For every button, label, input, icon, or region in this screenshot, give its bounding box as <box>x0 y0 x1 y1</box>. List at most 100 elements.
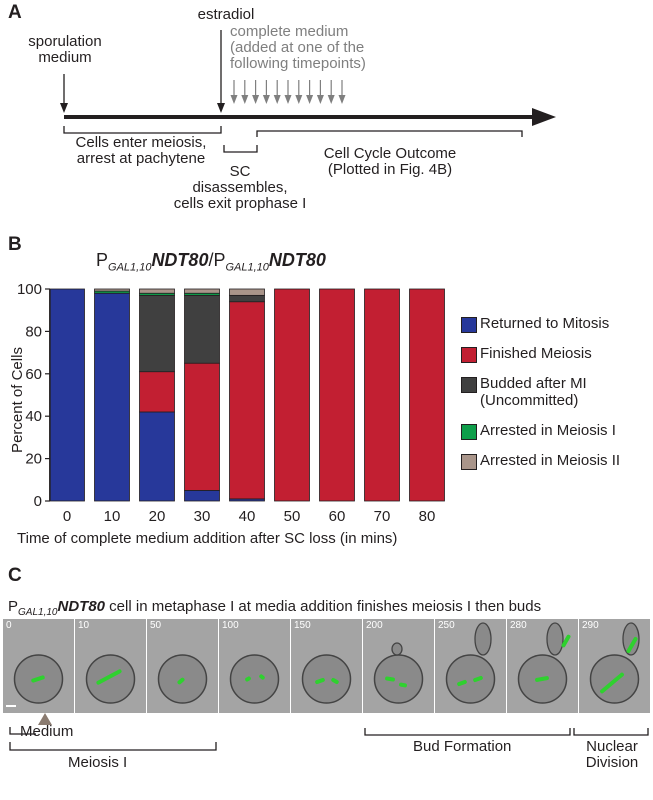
x-tick-label: 0 <box>63 508 71 525</box>
x-tick-label: 10 <box>104 508 121 525</box>
x-axis-label: Time of complete medium addition after S… <box>17 530 397 547</box>
spindle-signal <box>177 677 185 685</box>
sporulation-label: sporulation medium <box>28 33 102 66</box>
spindle-signal <box>331 678 339 684</box>
y-tick-label: 80 <box>25 323 42 340</box>
bar-segment-20-budded <box>139 294 175 373</box>
bar-segment-20-arrested <box>139 288 175 294</box>
x-tick-label: 20 <box>149 508 166 525</box>
microscopy-frame: 290 <box>579 619 650 713</box>
bar-segment-80-finished <box>409 288 445 502</box>
legend-swatch-mitosis <box>461 317 477 333</box>
spindle-signal <box>385 676 395 682</box>
meiosis-i-label: Meiosis I <box>68 754 128 771</box>
y-tick-label: 100 <box>17 281 42 298</box>
cell-outline <box>85 654 136 704</box>
legend-label-budded: Budded after MI (Uncommitted) <box>480 375 587 409</box>
bar-segment-40-budded <box>229 294 265 303</box>
y-tick-label: 0 <box>34 493 42 510</box>
spindle-signal <box>600 672 624 694</box>
spindle-signal <box>315 677 325 685</box>
panel-c-letter: C <box>8 565 22 586</box>
timeline-diagram <box>60 30 556 153</box>
bud-outline <box>546 622 564 656</box>
spindle-signal <box>31 675 45 683</box>
scale-bar <box>6 705 16 707</box>
bar-segment-30-returned <box>184 489 220 502</box>
legend-label-mii-arrest: Arrested in Meiosis II <box>480 452 621 469</box>
bar-segment-0-returned <box>49 288 85 502</box>
spindle-signal <box>535 676 549 682</box>
microscopy-frame: 200 <box>363 619 434 713</box>
microscopy-frame: 10 <box>75 619 146 713</box>
estradiol-label: estradiol <box>197 6 255 23</box>
microscopy-frame: 280 <box>507 619 578 713</box>
timeline-arrowhead <box>532 108 556 126</box>
y-axis-label: Percent of Cells <box>9 347 26 453</box>
bud-outline <box>474 622 492 656</box>
medium-label: Medium <box>20 723 74 740</box>
bar-segment-50-finished <box>274 288 310 502</box>
cell-outline <box>445 654 496 704</box>
bar-segment-60-finished <box>319 288 355 502</box>
microscopy-frame: 150 <box>291 619 362 713</box>
frame-time-label: 290 <box>582 620 599 631</box>
spindle-signal <box>245 676 251 682</box>
x-tick-label: 60 <box>329 508 346 525</box>
stacked-bar-chart: 0 10 20 30 40 50 60 70 80 0 20 40 60 80 100 Percent of… <box>9 281 445 547</box>
frame-time-label: 280 <box>510 620 527 631</box>
x-tick-label: 70 <box>374 508 391 525</box>
complete-medium-label: complete medium (added at one of the fol… <box>230 23 366 72</box>
spindle-signal <box>96 669 122 685</box>
frame-time-label: 0 <box>6 620 12 631</box>
microscopy-frame: 100 <box>219 619 290 713</box>
bar-segment-30-arrested <box>184 288 220 294</box>
frame-time-label: 50 <box>150 620 162 631</box>
y-tick-label: 60 <box>25 366 42 383</box>
microscopy-frame: 50 <box>147 619 218 713</box>
bud-outline <box>622 622 640 656</box>
legend-swatch-mii-arrest <box>461 454 477 470</box>
cell-outline <box>229 654 280 704</box>
legend-swatch-meiosis <box>461 347 477 363</box>
chart-title: PGAL1,10NDT80/PGAL1,10NDT80 <box>96 250 326 274</box>
sc-bracket <box>223 145 258 153</box>
frame-time-label: 100 <box>222 620 239 631</box>
spindle-signal <box>457 679 467 687</box>
meiosis-entry-label: Cells enter meiosis, arrest at pachytene <box>75 134 207 167</box>
spindle-signal <box>399 682 407 688</box>
panel-a-letter: A <box>8 2 22 23</box>
timepoint-arrows <box>230 80 346 104</box>
outcome-label: Cell Cycle Outcome (Plotted in Fig. 4B) <box>323 145 457 178</box>
bud-formation-label: Bud Formation <box>413 738 512 755</box>
bar-segment-30-budded <box>184 294 220 364</box>
medium-arrow-icon <box>38 713 52 725</box>
y-tick-label: 40 <box>25 408 42 425</box>
panel-c-caption: PGAL1,10NDT80 cell in metaphase I at med… <box>8 598 542 618</box>
panel-b-letter: B <box>8 234 22 255</box>
frame-time-label: 250 <box>438 620 455 631</box>
chart-legend: Returned to Mitosis Finished Meiosis Bud… <box>458 310 653 480</box>
bar-segment-10-arrested <box>94 288 130 292</box>
legend-label-mi-arrest: Arrested in Meiosis I <box>480 422 616 439</box>
bar-segment-40-finished <box>229 301 265 500</box>
sc-disassembly-label: SC disassembles, cells exit prophase I <box>173 163 307 212</box>
microscopy-frame: 250 <box>435 619 506 713</box>
bar-segment-10-returned <box>94 292 130 502</box>
frame-time-label: 10 <box>78 620 90 631</box>
legend-swatch-budded <box>461 377 477 393</box>
outcome-bracket <box>256 130 523 137</box>
cell-outline <box>373 654 424 704</box>
microscopy-frame: 0 <box>3 619 74 713</box>
legend-label-meiosis: Finished Meiosis <box>480 345 592 362</box>
legend-label-mitosis: Returned to Mitosis <box>480 315 610 332</box>
x-tick-label: 80 <box>419 508 436 525</box>
x-tick-label: 30 <box>194 508 211 525</box>
frame-time-label: 150 <box>294 620 311 631</box>
y-tick-label: 20 <box>25 451 42 468</box>
bar-segment-20-returned <box>139 411 175 502</box>
spindle-signal <box>473 675 483 683</box>
panel-c-brackets <box>9 727 649 751</box>
frame-time-label: 200 <box>366 620 383 631</box>
spindle-signal <box>561 634 571 648</box>
